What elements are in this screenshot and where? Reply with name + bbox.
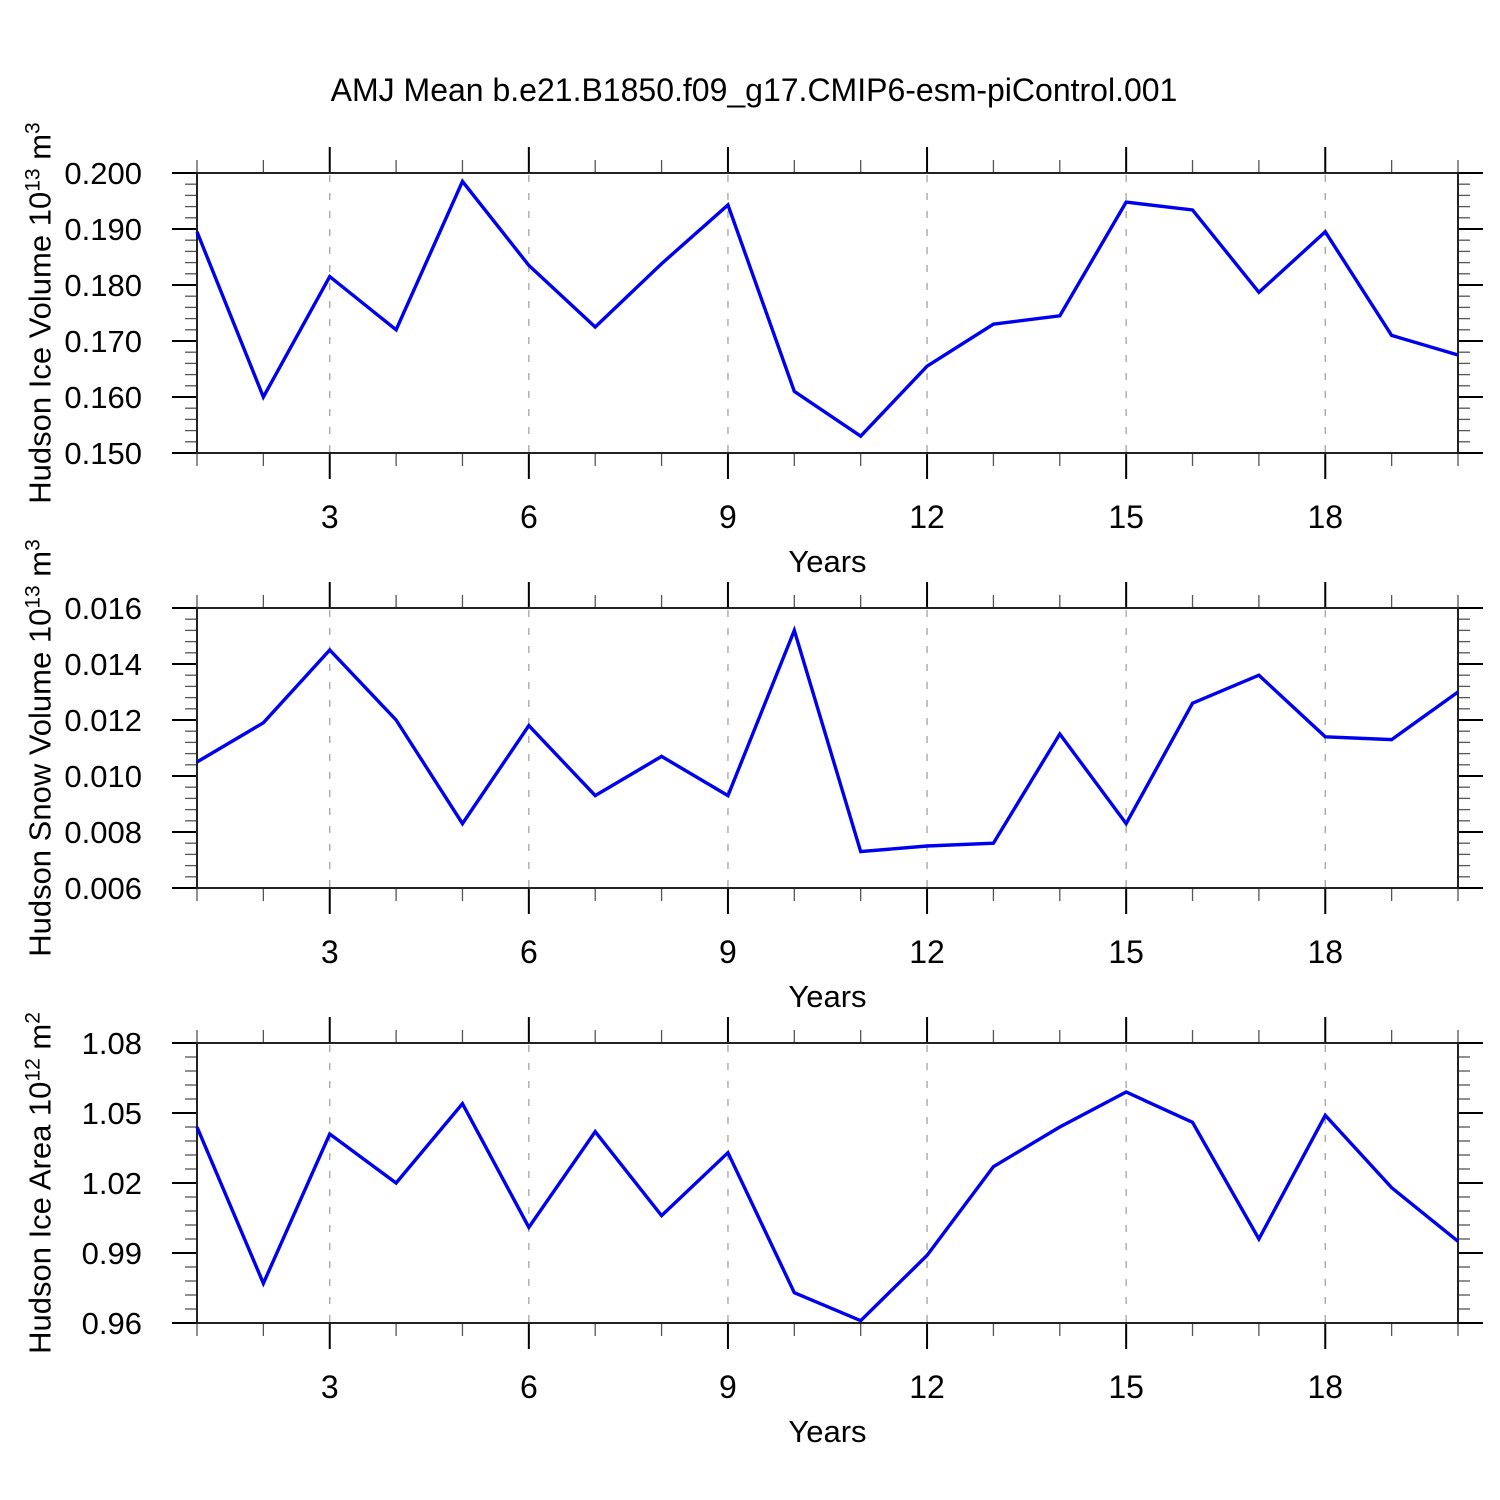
- panel-frame: [196, 607, 1459, 889]
- x-tick-label: 3: [321, 499, 339, 535]
- y-tick-label: 0.016: [64, 591, 142, 626]
- y-tick-label: 0.008: [64, 815, 142, 850]
- x-tick-label: 6: [520, 934, 538, 970]
- y-tick-label: 0.99: [82, 1236, 142, 1271]
- x-tick-label: 3: [321, 934, 339, 970]
- x-tick-label: 9: [719, 934, 737, 970]
- panel-frame: [196, 172, 1459, 454]
- x-tick-label: 15: [1108, 499, 1144, 535]
- data-line: [195, 178, 1459, 439]
- y-tick-label: 0.150: [64, 436, 142, 471]
- x-tick-label: 15: [1108, 934, 1144, 970]
- x-tick-label: 12: [909, 934, 945, 970]
- data-line: [195, 1090, 1460, 1323]
- y-tick-label: 0.180: [64, 268, 142, 303]
- panel-frame: [196, 1042, 1459, 1324]
- x-tick-label: 6: [520, 499, 538, 535]
- x-tick-label: 9: [719, 499, 737, 535]
- y-tick-label: 0.160: [64, 380, 142, 415]
- y-tick-label: 0.012: [64, 703, 142, 738]
- x-tick-label: 6: [520, 1369, 538, 1405]
- y-tick-label: 0.170: [64, 324, 142, 359]
- x-tick-label: 18: [1307, 499, 1343, 535]
- x-tick-label: 18: [1307, 934, 1343, 970]
- y-tick-label: 1.08: [82, 1026, 142, 1061]
- y-tick-label: 1.02: [82, 1166, 142, 1201]
- x-tick-label: 3: [321, 1369, 339, 1405]
- x-axis-title: Years: [788, 1414, 866, 1449]
- x-axis-title: Years: [788, 979, 866, 1014]
- y-tick-label: 0.190: [64, 212, 142, 247]
- x-tick-label: 12: [909, 499, 945, 535]
- y-tick-label: 0.006: [64, 871, 142, 906]
- y-tick-label: 0.010: [64, 759, 142, 794]
- y-tick-label: 0.014: [64, 647, 142, 682]
- x-tick-label: 12: [909, 1369, 945, 1405]
- y-tick-label: 0.200: [64, 156, 142, 191]
- x-axis-title: Years: [788, 544, 866, 579]
- x-tick-label: 15: [1108, 1369, 1144, 1405]
- chart-title: AMJ Mean b.e21.B1850.f09_g17.CMIP6-esm-p…: [330, 72, 1178, 108]
- data-line: [196, 625, 1459, 854]
- y-tick-label: 0.96: [82, 1306, 142, 1341]
- y-tick-label: 1.05: [82, 1096, 142, 1131]
- x-tick-label: 9: [719, 1369, 737, 1405]
- x-tick-label: 18: [1307, 1369, 1343, 1405]
